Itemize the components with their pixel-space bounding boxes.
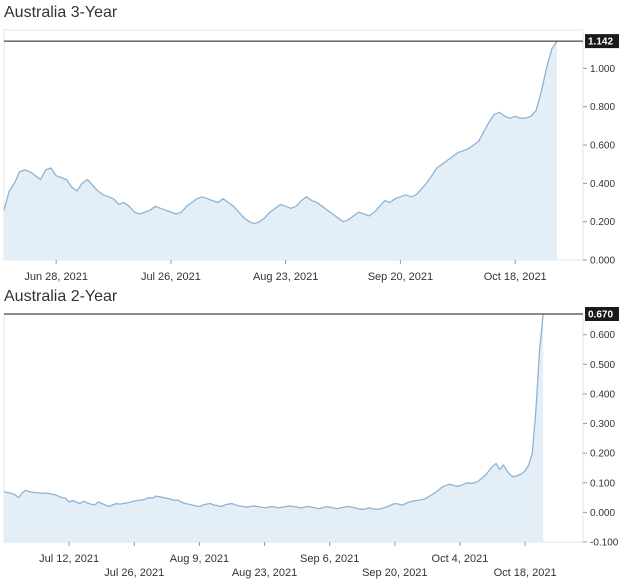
x-tick-label: Oct 18, 2021 [484,271,547,283]
x-tick-label: Sep 20, 2021 [362,567,427,579]
y-tick-label: 0.400 [590,179,615,190]
chart-title: Australia 2-Year [4,288,118,305]
x-tick-label: Sep 6, 2021 [300,553,359,565]
chart-panel-australia-3-year: Australia 3-Year Investing.com0.0000.200… [0,0,620,290]
y-tick-label: 0.000 [590,256,615,267]
x-tick-label: Oct 4, 2021 [432,553,489,565]
chart-svg-australia-3-year[interactable]: Investing.com0.0000.2000.4000.6000.8001.… [0,0,620,290]
last-value-badge [585,34,619,49]
series-line [3,40,558,225]
chart-svg-australia-2-year[interactable]: investing.com-0.1000.0000.1000.2000.3000… [0,284,620,584]
x-tick-label: Oct 18, 2021 [494,567,557,579]
series-area [4,314,544,542]
x-tick-label: Aug 9, 2021 [170,553,229,565]
x-tick-label: Jul 12, 2021 [39,553,99,565]
last-value-label: 1.142 [588,37,613,48]
y-tick-label: 0.600 [590,330,615,341]
series-area [4,41,557,260]
y-tick-label: 0.500 [590,360,615,371]
y-tick-label: 0.200 [590,217,615,228]
y-tick-label: 0.200 [590,449,615,460]
y-tick-label: 0.600 [590,141,615,152]
x-tick-label: Aug 23, 2021 [253,271,318,283]
y-tick-label: 0.300 [590,419,615,430]
x-tick-label: Jun 28, 2021 [24,271,88,283]
y-tick-label: 0.000 [590,508,615,519]
chart-panel-australia-2-year: Australia 2-Year investing.com-0.1000.00… [0,284,620,584]
last-value-badge [585,307,619,321]
x-tick-label: Aug 23, 2021 [232,567,297,579]
y-tick-label: 0.400 [590,389,615,400]
y-tick-label: -0.100 [590,538,619,549]
x-tick-label: Jul 26, 2021 [104,567,164,579]
last-value-label: 0.670 [588,310,613,321]
y-tick-label: 0.800 [590,102,615,113]
chart-title: Australia 3-Year [4,4,118,21]
x-tick-label: Sep 20, 2021 [368,271,433,283]
x-tick-label: Jul 26, 2021 [141,271,201,283]
series-line [3,313,544,511]
y-tick-label: 1.000 [590,64,615,75]
y-tick-label: 0.100 [590,478,615,489]
